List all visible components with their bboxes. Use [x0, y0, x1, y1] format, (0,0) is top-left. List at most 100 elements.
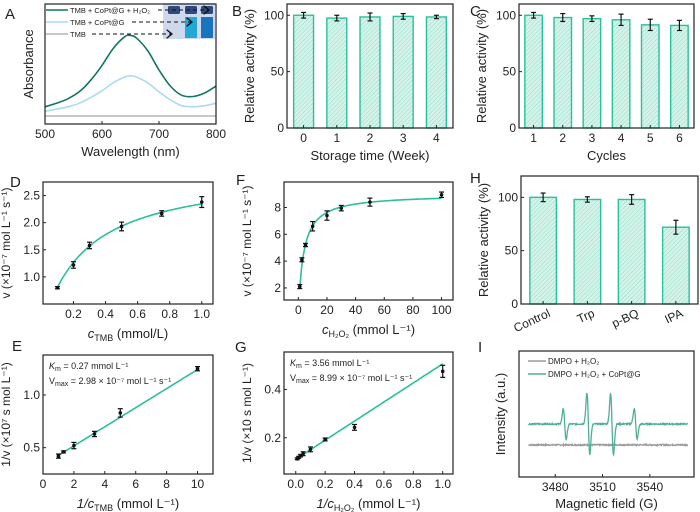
y-tick-label: 100 [264, 8, 284, 22]
data-point [55, 285, 60, 290]
y-axis-label: Intensity (a.u.) [493, 373, 508, 455]
plot-frame [42, 181, 214, 305]
y-tick-label: 2 [274, 281, 281, 295]
y-tick-label: 100 [498, 190, 518, 204]
annotation: Km = 3.56 mmol L⁻¹ [290, 358, 369, 370]
x-tick-label: 2 [71, 477, 78, 491]
y-axis-label: 1/v (×10 s mol L⁻¹) [240, 363, 254, 463]
data-point [56, 454, 61, 458]
x-tick-label: Trp [575, 306, 597, 326]
x-tick-label: 0.6 [376, 477, 393, 491]
data-point [61, 450, 66, 454]
panel-c: 0 50 100 1 2 3 4 5 6 Cycles Relative activity (%)C [470, 3, 695, 163]
legend-label: DMPO + H₂O₂ [548, 357, 599, 366]
x-tick-label: 4 [433, 131, 440, 145]
x-tick-label: 2 [367, 131, 374, 145]
fit-curve [296, 363, 444, 459]
data-point [325, 213, 329, 218]
x-tick-label: 6 [132, 477, 139, 491]
annotation-sub: m [296, 363, 302, 370]
x-tick-label: 700 [149, 127, 169, 141]
x-tick-label: 1.0 [434, 477, 451, 491]
data-point [300, 257, 304, 262]
series-line [44, 34, 217, 108]
annotation-sub: max [296, 378, 310, 385]
x-label-tail: (mmol/L) [113, 326, 168, 341]
x-tick-label: 4 [101, 477, 108, 491]
annotation-text: = 0.27 mmol L⁻¹ [61, 361, 129, 371]
x-tick-label: 20 [320, 303, 334, 317]
fit-curve [299, 197, 442, 289]
plot-frame [518, 350, 695, 478]
x-tick-label: 4 [618, 131, 625, 145]
x-tick-label: 2 [559, 131, 566, 145]
x-tick-label: 40 [349, 303, 363, 317]
legend-label: DMPO + H₂O₂ + CoPt@G [548, 370, 641, 379]
data-point [92, 432, 97, 436]
data-point [297, 284, 302, 289]
bar [573, 198, 602, 305]
x-label-sub: TMB [94, 333, 113, 343]
x-tick-label: 1 [333, 131, 340, 145]
panel-label: C [470, 3, 481, 20]
plot-frame [283, 181, 454, 301]
x-label-main: 1/c [317, 496, 335, 511]
x-tick-label: 0.8 [161, 307, 178, 321]
x-tick-label: 0.2 [65, 307, 82, 321]
x-axis-label: cH₂O₂ (mmol L⁻¹) [322, 322, 415, 339]
epr-spectrum [528, 442, 689, 448]
x-tick-label: 3510 [589, 480, 616, 494]
y-tick-label: 0 [277, 121, 284, 135]
x-tick-label: 0.4 [346, 477, 363, 491]
data-point [87, 243, 92, 248]
x-tick-label: 1 [530, 131, 537, 145]
annotation-text: = 8.99 × 10⁻⁷ mol L⁻¹ s⁻¹ [309, 373, 412, 383]
bar [326, 17, 348, 129]
legend-label: TMB + CoPt@G + H₂O₂ [70, 6, 150, 15]
y-tick-label: 0.5 [23, 441, 40, 455]
annotation-main: K [49, 361, 56, 371]
data-point [195, 366, 200, 371]
data-point [440, 369, 445, 374]
x-tick-label: 0.2 [317, 477, 334, 491]
annotation: Vmax = 2.98 × 10⁻⁷ mol L⁻¹ s⁻¹ [49, 376, 171, 388]
vial-liquid [185, 17, 197, 38]
data-point [119, 224, 124, 229]
series-line [44, 74, 217, 113]
panel-label: I [478, 339, 482, 356]
data-point [339, 206, 344, 210]
fit-curve [58, 368, 198, 457]
vial-liquid [201, 17, 213, 38]
bar [524, 14, 544, 129]
data-point [71, 263, 76, 267]
x-tick-label: 100 [432, 303, 452, 317]
x-tick-label: 0.6 [129, 307, 146, 321]
data-point [303, 243, 308, 247]
x-tick-label: IPA [663, 306, 686, 326]
bar [359, 16, 381, 129]
x-axis-label: Magnetic field (G) [555, 496, 658, 511]
y-axis-label: v (×10⁻⁷ mol L⁻¹ s⁻¹) [0, 187, 13, 298]
x-tick-label: 3 [589, 131, 596, 145]
legend-label: TMB + CoPt@G [70, 18, 125, 27]
bar [425, 16, 448, 129]
data-point [159, 211, 164, 216]
plot-frame [283, 351, 454, 475]
plot-frame [518, 3, 695, 129]
panel-label: F [236, 172, 245, 189]
annotation-sub: max [55, 381, 69, 388]
panel-a: TMB + CoPt@G + H₂O₂ TMB + CoPt@G TMB 500 600… [5, 3, 226, 159]
annotation-sub: m [55, 366, 61, 373]
data-point [352, 425, 357, 430]
x-tick-label: 0.4 [97, 307, 114, 321]
epr-spectrum [528, 392, 689, 457]
x-label-tail: (mmol L⁻¹) [113, 496, 179, 511]
annotation-main: V [290, 373, 296, 383]
x-label-sub: TMB [94, 503, 113, 512]
annotation-main: V [49, 376, 55, 386]
bar [392, 15, 414, 129]
bar [611, 19, 631, 129]
